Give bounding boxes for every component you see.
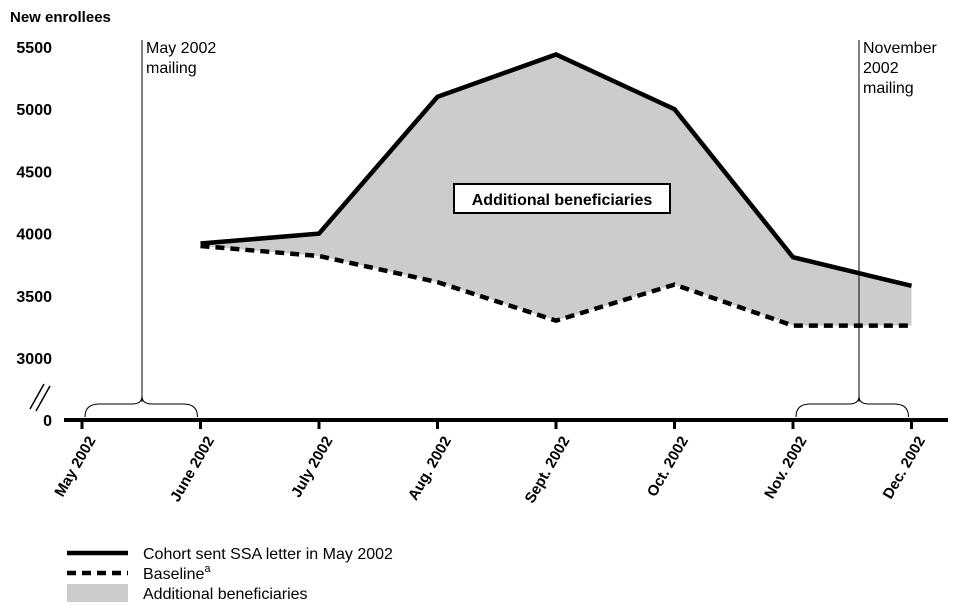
callout-label: Additional beneficiaries bbox=[472, 192, 653, 209]
mailing-bracket bbox=[84, 395, 198, 418]
x-tick-label: Dec. 2002 bbox=[880, 434, 929, 502]
baseline-line bbox=[200, 243, 912, 328]
mailing-annotation-text: 2002 bbox=[863, 60, 899, 77]
legend-label: Baselinea bbox=[143, 563, 211, 583]
y-tick-label: 4500 bbox=[16, 164, 52, 181]
callout-box bbox=[453, 183, 671, 214]
annotation-layer: May 2002 mailing November 2002 mailing Additi… bbox=[84, 40, 937, 418]
legend-label: Additional beneficiaries bbox=[143, 586, 308, 603]
x-tick-label: Sept. 2002 bbox=[522, 434, 574, 507]
mailing-annotation-text: November bbox=[863, 40, 937, 57]
axis-break-mark bbox=[35, 385, 51, 412]
x-tick-label: May 2002 bbox=[51, 434, 99, 500]
legend-swatch-area bbox=[67, 584, 128, 602]
y-tick-label: 3500 bbox=[16, 289, 52, 306]
y-tick-label: 5000 bbox=[16, 102, 52, 119]
x-tick-label: Nov. 2002 bbox=[761, 434, 810, 502]
mailing-annotation-text: mailing bbox=[863, 80, 914, 97]
x-tick-label: Oct. 2002 bbox=[644, 434, 692, 500]
y-tick-label: 5500 bbox=[16, 40, 52, 57]
legend: Cohort sent SSA letter in May 2002Baseli… bbox=[67, 546, 393, 603]
cohort-line bbox=[200, 52, 913, 289]
series-layer bbox=[200, 52, 913, 328]
x-tick-label: July 2002 bbox=[288, 434, 337, 501]
x-tick-label: June 2002 bbox=[167, 434, 218, 505]
mailing-annotation-text: mailing bbox=[146, 60, 197, 77]
x-tick-label: Aug. 2002 bbox=[405, 434, 455, 504]
mailing-annotation-text: May 2002 bbox=[146, 40, 216, 57]
mailing-bracket bbox=[795, 395, 909, 418]
y-tick-label: 3000 bbox=[16, 351, 52, 368]
y-tick-label: 0 bbox=[43, 413, 52, 430]
y-tick-label: 4000 bbox=[16, 227, 52, 244]
y-axis-title: New enrollees bbox=[10, 9, 111, 26]
legend-label: Cohort sent SSA letter in May 2002 bbox=[143, 546, 393, 563]
axis-break-mark bbox=[29, 383, 45, 410]
legend-superscript: a bbox=[204, 563, 211, 575]
